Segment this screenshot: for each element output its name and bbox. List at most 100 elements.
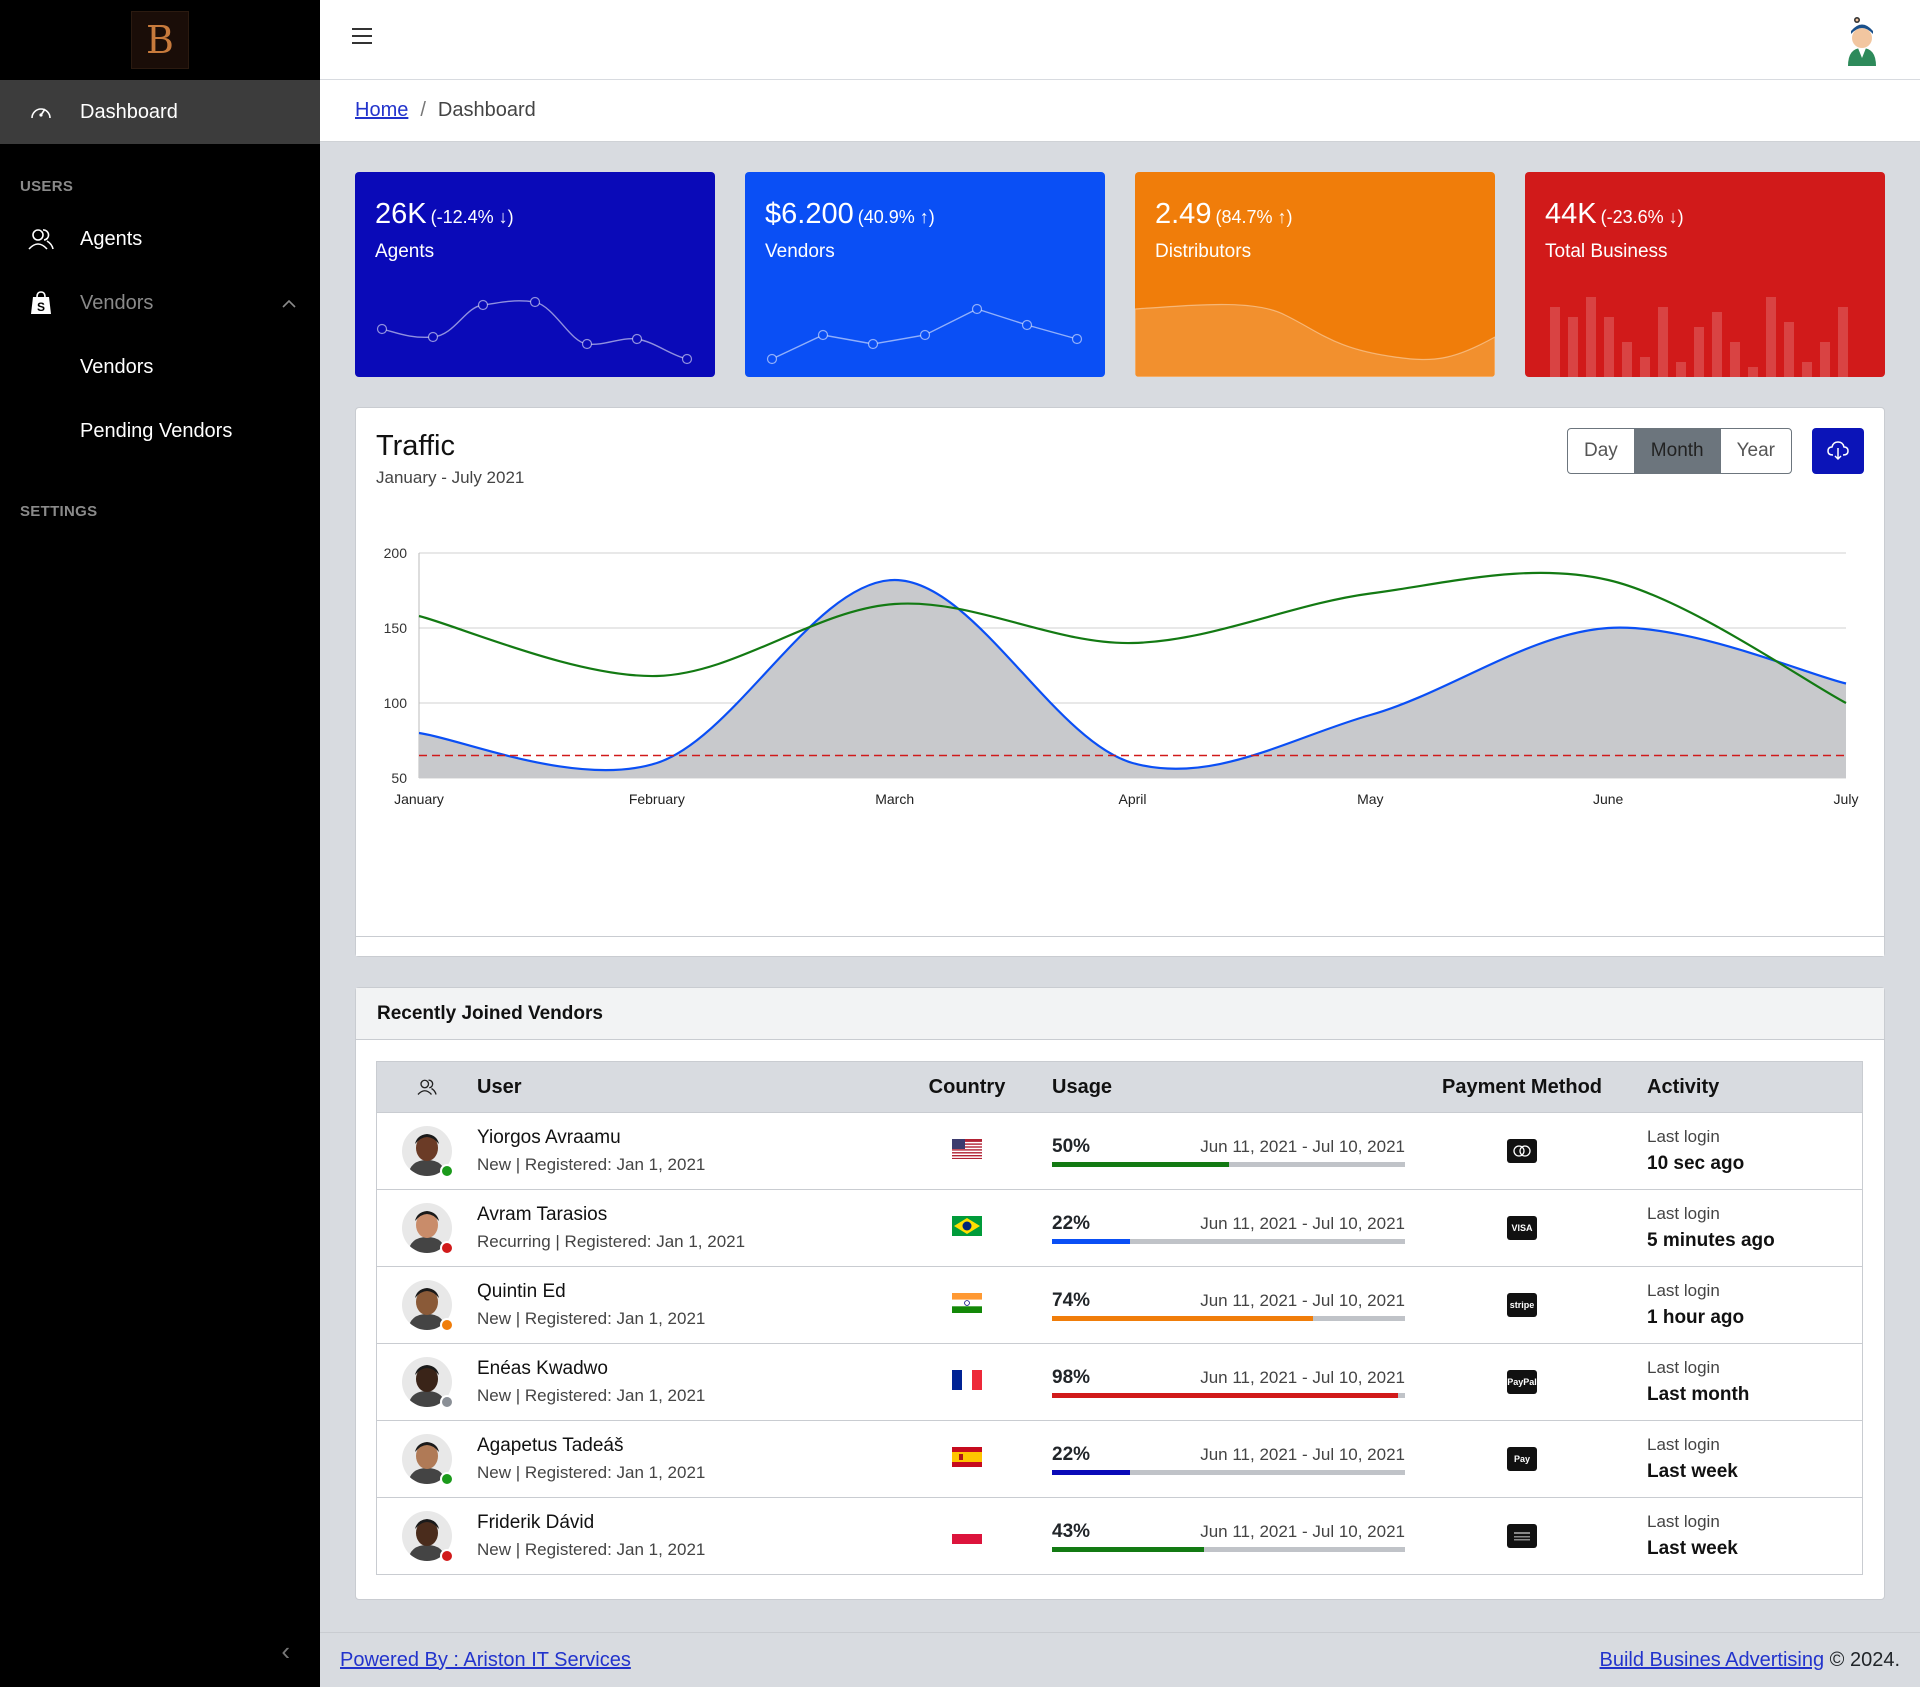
activity-label: Last login <box>1647 1127 1720 1146</box>
sidebar-item-label: Agents <box>80 227 143 250</box>
traffic-subtitle: January - July 2021 <box>376 468 525 487</box>
payment-cell <box>1427 1139 1617 1163</box>
sidebar-item-dashboard[interactable]: Dashboard <box>0 80 320 144</box>
powered-by-link[interactable]: Powered By : Ariston IT Services <box>340 1648 631 1671</box>
sidebar-item-pending-vendors[interactable]: Pending Vendors <box>80 419 233 442</box>
x-tick-label: June <box>1593 791 1624 807</box>
hamburger-icon[interactable] <box>352 28 372 44</box>
sidebar-group-vendors[interactable]: S Vendors <box>0 271 320 335</box>
traffic-card-footer <box>356 936 1884 956</box>
sidebar: B Dashboard USERS Agents S Vendors Vendo… <box>0 0 320 1687</box>
country-cell <box>897 1292 1037 1318</box>
range-month-button[interactable]: Month <box>1634 429 1721 473</box>
user-name: Avram Tarasios <box>477 1204 608 1225</box>
payment-cell: stripe <box>1427 1293 1617 1317</box>
table-row[interactable]: Friderik Dávid New | Registered: Jan 1, 2… <box>377 1497 1862 1574</box>
table-row[interactable]: Quintin Ed New | Registered: Jan 1, 2021 7… <box>377 1266 1862 1343</box>
stat-sparkline <box>766 303 1083 365</box>
payment-cell: VISA <box>1427 1216 1617 1240</box>
x-tick-label: March <box>875 791 914 807</box>
breadcrumb: Home / Dashboard <box>320 80 1920 142</box>
payment-cell <box>1427 1524 1617 1548</box>
payment-cell: PayPal <box>1427 1370 1617 1394</box>
stat-label: Total Business <box>1545 241 1668 262</box>
traffic-chart: 50 100 150 200 January February March April May J… <box>384 545 1859 807</box>
usage-range: Jun 11, 2021 - Jul 10, 2021 <box>1200 1521 1405 1541</box>
footer: Powered By : Ariston IT Services Build B… <box>320 1632 1920 1687</box>
user-cell: Enéas Kwadwo New | Registered: Jan 1, 202… <box>477 1358 897 1406</box>
user-avatar[interactable] <box>1842 14 1882 66</box>
stat-value: 44K <box>1545 198 1597 230</box>
stat-value: $6.200 <box>765 198 854 230</box>
usage-cell: 43% Jun 11, 2021 - Jul 10, 2021 <box>1037 1521 1427 1552</box>
usage-range: Jun 11, 2021 - Jul 10, 2021 <box>1200 1290 1405 1310</box>
avatar-cell <box>377 1511 477 1563</box>
usage-progress-fill <box>1052 1469 1130 1475</box>
country-cell <box>897 1215 1037 1241</box>
usage-progress <box>1052 1161 1405 1167</box>
brand-logo[interactable]: B <box>131 11 189 69</box>
avatar-cell <box>377 1434 477 1486</box>
y-tick-label: 150 <box>384 620 408 636</box>
usage-progress <box>1052 1392 1405 1398</box>
stat-card-agents[interactable]: 26K (-12.4% ↓) Agents <box>355 172 715 377</box>
avatar[interactable] <box>402 1357 454 1409</box>
stat-label: Vendors <box>765 241 835 262</box>
breadcrumb-current: Dashboard <box>437 99 536 121</box>
stat-value: 2.49 <box>1155 198 1212 230</box>
usage-progress <box>1052 1546 1405 1552</box>
stat-value: 26K <box>375 198 427 230</box>
x-tick-label: May <box>1357 791 1383 807</box>
user-registered: New | Registered: Jan 1, 2021 <box>477 1386 706 1405</box>
chevron-up-icon <box>282 295 296 311</box>
header-avatar-col <box>377 1078 477 1096</box>
stat-change: (-23.6% ↓) <box>1600 207 1684 227</box>
stat-card-distributors[interactable]: 2.49 (84.7% ↑) Distributors <box>1135 172 1495 377</box>
stat-card-total-business[interactable]: 44K (-23.6% ↓) Total Business <box>1525 172 1885 377</box>
status-dot <box>440 1395 454 1409</box>
download-button[interactable] <box>1812 428 1864 474</box>
header <box>320 0 1920 80</box>
avatar[interactable] <box>402 1280 454 1332</box>
user-cell: Friderik Dávid New | Registered: Jan 1, 2… <box>477 1512 897 1560</box>
table-row[interactable]: Yiorgos Avraamu New | Registered: Jan 1, … <box>377 1112 1862 1189</box>
breadcrumb-home-link[interactable]: Home <box>355 99 409 121</box>
avatar-cell <box>377 1203 477 1255</box>
usage-percent: 50% <box>1052 1135 1091 1157</box>
user-registered: New | Registered: Jan 1, 2021 <box>477 1309 706 1328</box>
avatar[interactable] <box>402 1203 454 1255</box>
activity-label: Last login <box>1647 1204 1720 1223</box>
stat-change: (-12.4% ↓) <box>430 207 514 227</box>
stat-sparkline <box>376 296 693 365</box>
activity-value: Last week <box>1647 1461 1738 1482</box>
stat-card-vendors[interactable]: $6.200 (40.9% ↑) Vendors <box>745 172 1105 377</box>
range-day-button[interactable]: Day <box>1568 429 1635 473</box>
avatar[interactable] <box>402 1126 454 1178</box>
usage-progress <box>1052 1315 1405 1321</box>
user-registered: New | Registered: Jan 1, 2021 <box>477 1540 706 1559</box>
activity-cell: Last login 10 sec ago <box>1617 1127 1857 1175</box>
table-row[interactable]: Agapetus Tadeáš New | Registered: Jan 1, … <box>377 1420 1862 1497</box>
nav-title-users: USERS <box>20 178 74 195</box>
usage-progress-fill <box>1052 1161 1229 1167</box>
sidebar-item-agents[interactable]: Agents <box>0 207 320 271</box>
stat-change: (84.7% ↑) <box>1215 207 1293 227</box>
sidebar-toggler[interactable]: ‹ <box>281 1636 290 1666</box>
table-row[interactable]: Enéas Kwadwo New | Registered: Jan 1, 202… <box>377 1343 1862 1420</box>
stat-change: (40.9% ↑) <box>857 207 935 227</box>
country-cell <box>897 1369 1037 1395</box>
brand-link[interactable]: Build Busines Advertising <box>1599 1648 1825 1671</box>
avatar[interactable] <box>402 1434 454 1486</box>
avatar-cell <box>377 1126 477 1178</box>
usage-range: Jun 11, 2021 - Jul 10, 2021 <box>1200 1213 1405 1233</box>
sidebar-item-vendors[interactable]: Vendors <box>80 355 154 378</box>
avatar[interactable] <box>402 1511 454 1563</box>
usage-percent: 22% <box>1052 1212 1091 1234</box>
brand[interactable]: B <box>0 0 320 80</box>
user-name: Quintin Ed <box>477 1281 566 1302</box>
status-dot <box>440 1164 454 1178</box>
activity-label: Last login <box>1647 1512 1720 1531</box>
range-year-button[interactable]: Year <box>1736 440 1775 461</box>
usage-percent: 74% <box>1052 1289 1091 1311</box>
table-row[interactable]: Avram Tarasios Recurring | Registered: Ja… <box>377 1189 1862 1266</box>
